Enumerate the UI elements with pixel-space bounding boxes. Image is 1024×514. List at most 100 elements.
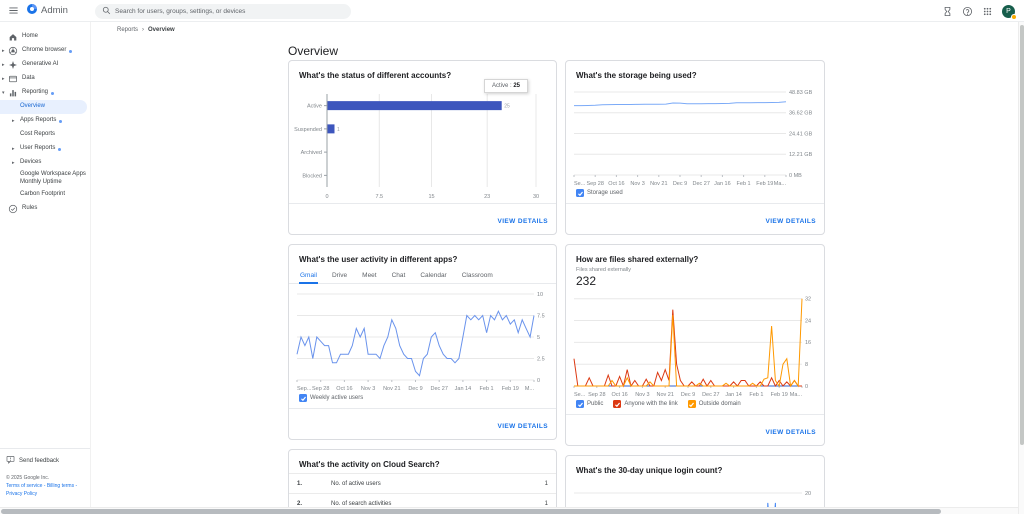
svg-text:12.21 GB: 12.21 GB <box>789 152 813 158</box>
svg-text:Jan 16: Jan 16 <box>714 181 731 187</box>
view-details-link[interactable]: VIEW DETAILS <box>765 429 816 436</box>
svg-text:Nov 21: Nov 21 <box>650 181 667 187</box>
grid-icon <box>983 7 992 15</box>
horizontal-scrollbar[interactable] <box>0 507 1018 514</box>
sidebar-item-home[interactable]: Home <box>0 30 90 44</box>
svg-text:Ma...: Ma... <box>790 392 803 398</box>
files-shared-chart[interactable]: 32 24 16 8 0 Se... Sep 28 Oct 16 Nov 3 Nov 21 Dec … <box>570 290 820 398</box>
chevron-right-icon: ▸ <box>12 118 15 124</box>
metric-label: Files shared externally <box>576 267 632 273</box>
view-details-link[interactable]: VIEW DETAILS <box>765 218 816 225</box>
chevron-right-icon: ▸ <box>12 146 15 152</box>
apps-grid-button[interactable] <box>982 6 993 17</box>
legend-checkbox[interactable] <box>576 189 584 197</box>
legend-item-storage-used[interactable]: Storage used <box>576 189 623 197</box>
card-cloud-search: What's the activity on Cloud Search? 1. N… <box>288 449 557 507</box>
tab-calendar[interactable]: Calendar <box>420 272 447 279</box>
cloud-search-list: 1. No. of active users 1 2. No. of search ac… <box>289 473 556 507</box>
bar-chart-svg: 0 7.5 15 23 30 Active 25 Suspended 1 Archived Bloc… <box>294 94 539 200</box>
svg-text:Se...: Se... <box>574 392 586 398</box>
send-feedback-button[interactable]: Send feedback <box>6 455 84 466</box>
legend-checkbox[interactable] <box>613 400 622 408</box>
view-details-link[interactable]: VIEW DETAILS <box>497 218 548 225</box>
legend-checkbox[interactable] <box>576 400 584 408</box>
sidebar-item-reporting[interactable]: ▾ Reporting <box>0 86 90 100</box>
page-title: Overview <box>288 44 339 58</box>
topbar-actions: P <box>942 0 1017 22</box>
send-feedback-label: Send feedback <box>19 457 60 464</box>
legend-item-public[interactable]: Public <box>576 400 603 408</box>
card-title: What's the 30-day unique login count? <box>576 466 723 475</box>
terms-of-service-link[interactable]: Terms of service <box>6 483 43 489</box>
new-badge-dot <box>51 91 55 95</box>
sidebar-item-label: Home <box>22 33 39 40</box>
sidebar-item-user-reports[interactable]: ▸ User Reports <box>0 142 90 156</box>
sidebar-item-overview[interactable]: Overview <box>0 100 87 114</box>
card-login-count: What's the 30-day unique login count? 20 <box>565 455 825 507</box>
sidebar-item-carbon-footprint[interactable]: Carbon Footprint <box>0 188 90 202</box>
breadcrumb-reports[interactable]: Reports <box>117 27 139 33</box>
help-button[interactable] <box>962 6 973 17</box>
legend-item-weekly-active-users[interactable]: Weekly active users <box>299 394 363 402</box>
svg-text:Blocked: Blocked <box>302 173 322 179</box>
sidebar-item-google-workspace-apps-monthly-uptime[interactable]: Google Workspace Apps Monthly Uptime <box>0 170 90 188</box>
row-index: 2. <box>297 500 303 507</box>
sidebar-item-label: Data <box>22 75 35 82</box>
sidebar-item-cost-reports[interactable]: Cost Reports <box>0 128 90 142</box>
tooltip-value: 25 <box>513 83 520 89</box>
search-bar[interactable] <box>95 3 351 19</box>
privacy-policy-link[interactable]: Privacy Policy <box>6 491 38 497</box>
svg-text:2.5: 2.5 <box>537 356 545 362</box>
sidebar-item-label: Google Workspace Apps Monthly Uptime <box>20 171 86 185</box>
tab-chat[interactable]: Chat <box>391 272 406 279</box>
app-activity-chart[interactable]: 10 7.5 5 2.5 0 Sep... Sep 28 Oct 16 Nov 3 Nov 21 D… <box>293 288 552 392</box>
chevron-right-icon: ▸ <box>2 48 5 54</box>
app-name: Admin <box>41 5 68 16</box>
login-count-chart[interactable]: 20 <box>570 479 820 507</box>
pending-tasks-button[interactable] <box>942 6 953 17</box>
legend-item-outside-domain[interactable]: Outside domain <box>687 400 741 408</box>
svg-text:30: 30 <box>533 194 539 200</box>
legend-label: Outside domain <box>698 401 741 407</box>
billing-terms-link[interactable]: Billing terms <box>46 483 75 489</box>
sidebar-item-devices[interactable]: ▸ Devices <box>0 156 90 170</box>
tab-classroom[interactable]: Classroom <box>461 272 493 279</box>
card-title: What's the user activity in different ap… <box>299 255 458 264</box>
sidebar-item-data[interactable]: ▸ Data <box>0 72 90 86</box>
svg-text:Nov 21: Nov 21 <box>656 392 673 398</box>
legend-label: Public <box>587 401 604 407</box>
main-content: Reports › Overview Overview What's the s… <box>92 22 1018 507</box>
view-details-link[interactable]: VIEW DETAILS <box>497 423 548 430</box>
account-avatar[interactable]: P <box>1002 4 1017 20</box>
svg-text:Active: Active <box>307 104 322 110</box>
chrome-icon <box>8 46 18 56</box>
sidebar-item-chrome-browser[interactable]: ▸ Chrome browser <box>0 44 90 58</box>
vertical-scrollbar[interactable] <box>1018 22 1024 514</box>
chart-tooltip: Active : 25 <box>483 79 528 93</box>
sidebar-item-label: Devices <box>20 159 42 166</box>
menu-button[interactable] <box>8 5 19 16</box>
accounts-status-chart[interactable]: 0 7.5 15 23 30 Active 25 Suspended 1 Archived Bloc… <box>293 84 552 203</box>
tab-drive[interactable]: Drive <box>331 272 348 279</box>
sidebar-item-rules[interactable]: Rules <box>0 202 90 216</box>
help-icon <box>962 6 973 16</box>
legend-item-anyone-with-the-link[interactable]: Anyone with the link <box>613 400 678 408</box>
sidebar-item-generative-ai[interactable]: ▸ Generative AI <box>0 58 90 72</box>
legend-checkbox[interactable] <box>299 394 307 402</box>
svg-text:15: 15 <box>428 194 434 200</box>
horizontal-scrollbar-thumb[interactable] <box>1 509 941 514</box>
search-input[interactable] <box>115 7 344 15</box>
row-value: 1 <box>544 500 548 507</box>
tab-gmail[interactable]: Gmail <box>299 268 318 284</box>
sidebar-item-label: Chrome browser <box>22 47 67 54</box>
card-files-shared: How are files shared externally? Files s… <box>565 244 825 446</box>
storage-chart[interactable]: 48.83 GB 36.62 GB 24.41 GB 12.21 GB 0 MB Se..… <box>570 84 820 187</box>
sidebar-item-apps-reports[interactable]: ▸ Apps Reports <box>0 114 90 128</box>
top-app-bar: Admin P <box>0 0 1024 22</box>
vertical-scrollbar-thumb[interactable] <box>1020 25 1024 445</box>
tab-meet[interactable]: Meet <box>362 272 377 279</box>
sidebar-item-label: Apps Reports <box>20 117 57 124</box>
admin-logo[interactable]: Admin <box>26 2 68 20</box>
legend-checkbox[interactable] <box>687 400 696 408</box>
app-activity-legend: Weekly active users <box>289 392 556 408</box>
